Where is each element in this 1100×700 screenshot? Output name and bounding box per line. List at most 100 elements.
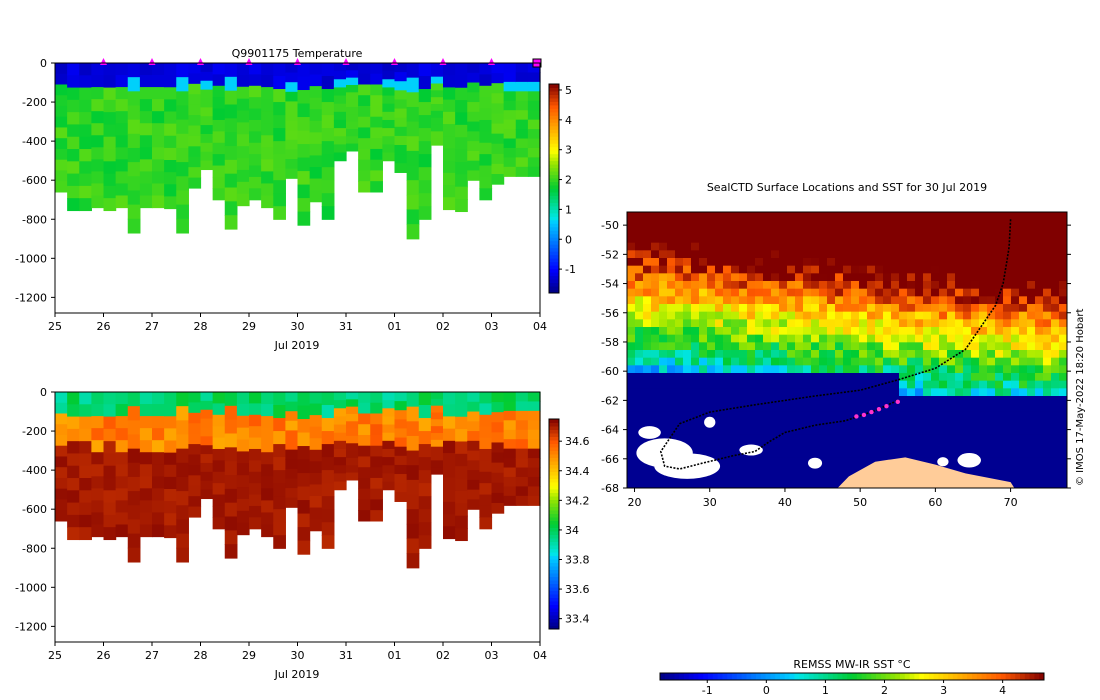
- sst-cell: [1035, 411, 1044, 420]
- sst-cell: [771, 227, 780, 236]
- profile-cell: [285, 488, 299, 499]
- map-x-tick-label: 70: [1004, 496, 1018, 509]
- profile-cell: [515, 467, 529, 478]
- profile-cell: [358, 510, 371, 522]
- sst-cell: [755, 219, 764, 228]
- sst-cell: [971, 296, 980, 305]
- sst-cell: [851, 365, 860, 374]
- profile-cell: [273, 392, 286, 406]
- sst-cell: [659, 242, 668, 251]
- sst-cell: [955, 334, 964, 343]
- sst-cell: [835, 396, 844, 405]
- profile-cell: [285, 120, 299, 131]
- sst-cell: [987, 265, 996, 274]
- sst-cell: [707, 311, 716, 320]
- sst-cell: [803, 388, 812, 397]
- sst-cell: [675, 426, 684, 435]
- sst-cell: [643, 465, 652, 474]
- profile-cell: [139, 416, 153, 429]
- sst-cell: [763, 227, 772, 236]
- sst-cell: [811, 480, 820, 489]
- sst-cell: [947, 288, 956, 297]
- sst-cell: [963, 380, 972, 389]
- sst-cell: [787, 319, 796, 328]
- profile-cell: [370, 73, 383, 86]
- sst-cell: [931, 319, 940, 328]
- sst-cell: [875, 242, 884, 251]
- sst-cell: [763, 304, 772, 313]
- sst-cell: [747, 388, 756, 397]
- sst-cell: [739, 281, 748, 290]
- sst-cell: [779, 365, 788, 374]
- sst-cell: [907, 273, 916, 282]
- recent-profile-location: [854, 414, 859, 419]
- sst-cell: [763, 426, 772, 435]
- sst-cell: [883, 357, 892, 366]
- profile-cell: [321, 128, 335, 142]
- profile-cell: [188, 475, 202, 487]
- sst-cell: [675, 296, 684, 305]
- profile-cell: [370, 148, 383, 161]
- profile-cell: [188, 433, 202, 445]
- sst-cell: [675, 242, 684, 251]
- sst-cell: [1003, 265, 1012, 274]
- profile-cell: [224, 461, 238, 476]
- sst-cell: [963, 396, 972, 405]
- sst-cell: [1059, 296, 1068, 305]
- profile-cell: [479, 119, 493, 132]
- profile-column: [79, 63, 92, 212]
- profile-cell: [212, 154, 226, 167]
- profile-cell: [467, 121, 480, 132]
- profile-cell: [224, 544, 238, 559]
- sst-cell: [891, 212, 900, 221]
- sst-cell: [827, 465, 836, 474]
- profile-cell: [261, 440, 274, 453]
- sst-cell: [1011, 449, 1020, 458]
- sst-cell: [1011, 350, 1020, 359]
- sst-colorbar-segment: [775, 673, 781, 680]
- sst-cell: [723, 449, 732, 458]
- salinity-plot-area: [55, 392, 541, 569]
- sst-cell: [803, 434, 812, 443]
- profile-cell: [115, 135, 129, 148]
- sst-cell: [811, 465, 820, 474]
- sst-cell: [859, 426, 868, 435]
- profile-column: [309, 63, 323, 203]
- sst-cell: [787, 465, 796, 474]
- sst-cell: [1019, 449, 1028, 458]
- profile-cell: [273, 483, 286, 497]
- sst-cell: [707, 319, 716, 328]
- profile-cell: [370, 138, 383, 150]
- profile-cell: [491, 412, 505, 423]
- sst-cell: [691, 342, 700, 351]
- sst-cell: [979, 465, 988, 474]
- sst-cell: [995, 227, 1004, 236]
- sst-cell: [635, 319, 644, 328]
- profile-cell: [455, 124, 468, 138]
- profile-cell: [430, 467, 444, 475]
- profile-cell: [479, 142, 493, 155]
- profile-cell: [200, 63, 214, 73]
- profile-cell: [261, 123, 274, 136]
- profile-cell: [346, 457, 359, 466]
- profile-cell: [406, 523, 420, 540]
- profile-cell: [285, 101, 299, 112]
- y-tick-label: -600: [22, 503, 47, 516]
- sst-cell: [1035, 250, 1044, 259]
- profile-cell: [236, 110, 250, 124]
- profile-cell: [139, 488, 153, 501]
- sst-cell: [715, 258, 724, 267]
- profile-cell: [430, 419, 444, 427]
- colorbar-segment: [549, 272, 559, 277]
- sst-cell: [811, 296, 820, 305]
- sst-cell: [635, 365, 644, 374]
- profile-cell: [188, 506, 202, 518]
- sst-cell: [651, 434, 660, 443]
- sst-cell: [995, 357, 1004, 366]
- sst-cell: [803, 403, 812, 412]
- sst-cell: [771, 480, 780, 489]
- profile-cell: [261, 75, 274, 88]
- sst-cell: [867, 380, 876, 389]
- sst-cell: [819, 327, 828, 336]
- colorbar-segment: [549, 457, 559, 462]
